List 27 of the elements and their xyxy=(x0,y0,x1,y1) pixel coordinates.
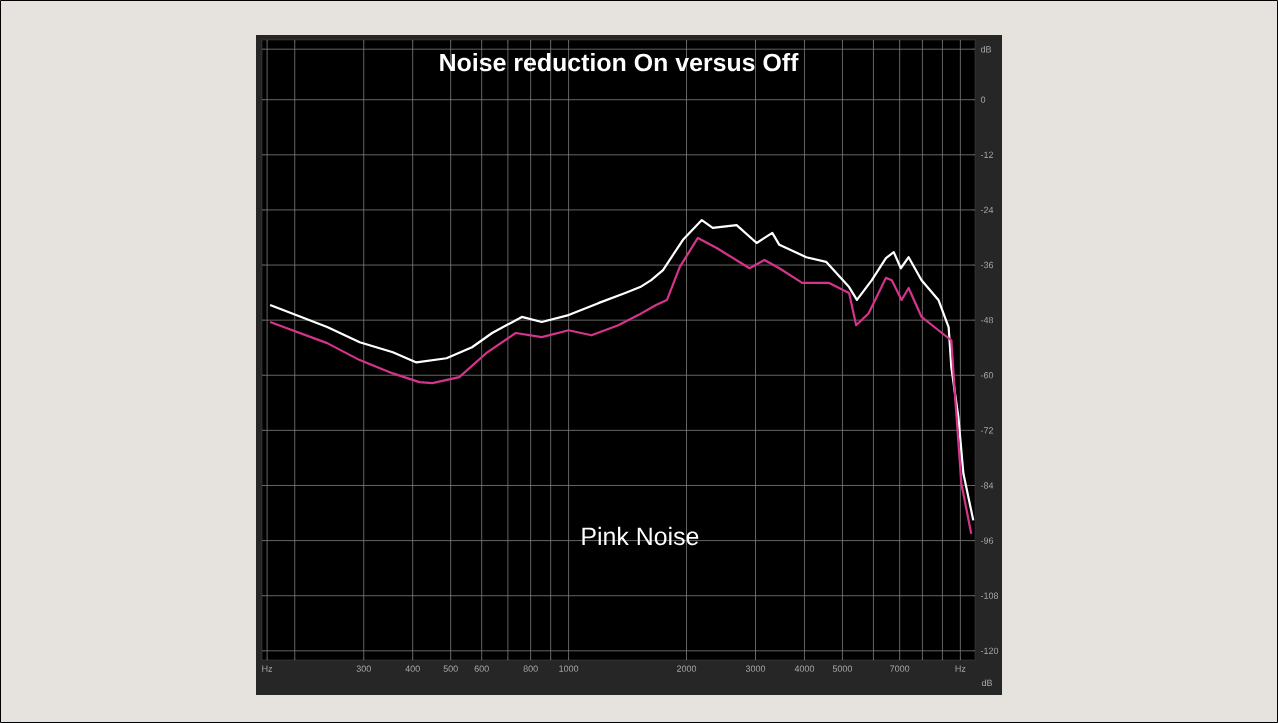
y-tick-label: dB xyxy=(980,45,992,53)
x-tick-label: 500 xyxy=(443,665,458,672)
annotation: Pink Noise xyxy=(582,526,699,546)
y-tick-label: -36 xyxy=(980,261,994,269)
y-tick-label: -12 xyxy=(980,151,994,158)
y-tick-label: -48 xyxy=(980,316,994,324)
y-tick-label: -84 xyxy=(980,482,994,489)
x-tick-label: 400 xyxy=(405,665,420,672)
y-tick-label: -96 xyxy=(980,537,994,544)
x-tick-label: 7000 xyxy=(890,665,910,672)
y-tick-label: -72 xyxy=(980,427,994,434)
y-tick-label: -24 xyxy=(980,206,994,214)
x-tick-label: 2000 xyxy=(677,665,697,672)
x-tick-label: 4000 xyxy=(794,665,815,672)
x-tick-label: 3000 xyxy=(745,665,766,672)
y-tick-label: 0 xyxy=(980,96,986,103)
x-tick-label: 1000 xyxy=(559,665,579,672)
y-tick-label: -60 xyxy=(980,372,994,379)
x-tick-label: Hz xyxy=(262,665,273,672)
y-tick-label: -120 xyxy=(980,647,999,654)
x-tick-label: 600 xyxy=(474,665,489,672)
x-tick-label: 800 xyxy=(523,665,538,672)
y-tick-label: -108 xyxy=(980,592,999,599)
x-tick-label: 300 xyxy=(356,665,371,672)
chart-title: Noise reduction On versus Off xyxy=(440,53,799,72)
x-tick-label: Hz xyxy=(955,665,966,672)
x-tick-label: 5000 xyxy=(832,665,853,672)
